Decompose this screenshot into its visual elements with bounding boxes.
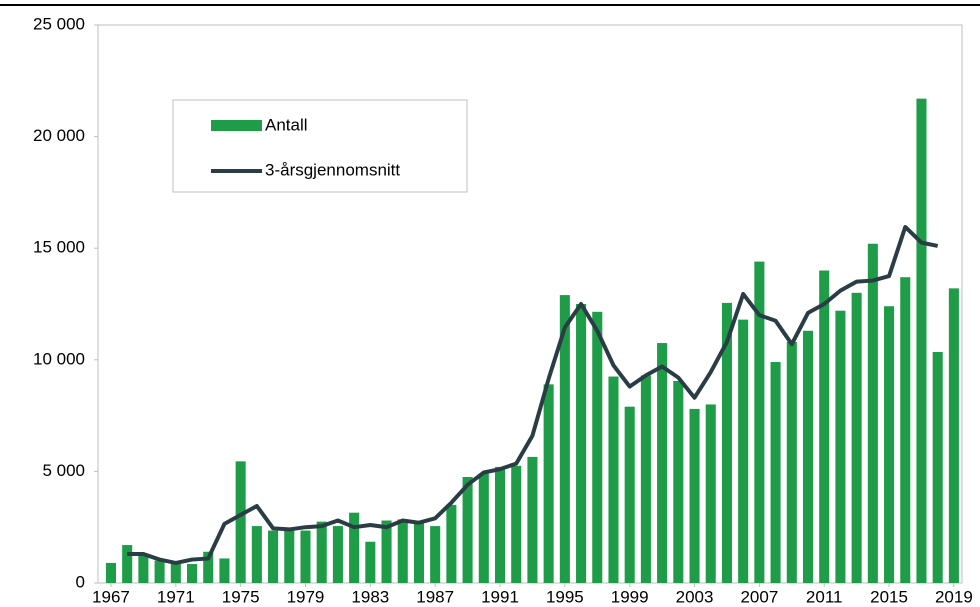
bar xyxy=(478,473,489,583)
x-tick-label: 1995 xyxy=(546,587,584,606)
bar xyxy=(494,466,506,583)
bar xyxy=(802,330,814,583)
bar xyxy=(867,243,878,583)
bar xyxy=(316,521,327,583)
bar xyxy=(251,526,262,583)
bar xyxy=(268,530,279,583)
x-tick-label: 1991 xyxy=(481,587,519,606)
bar xyxy=(932,351,943,583)
y-tick-label: 10 000 xyxy=(33,349,85,368)
bar xyxy=(640,375,651,583)
bar xyxy=(154,560,165,583)
y-tick-label: 5 000 xyxy=(42,461,85,480)
x-tick-label: 2007 xyxy=(740,587,778,606)
bar xyxy=(786,341,797,583)
legend xyxy=(172,99,468,193)
bar xyxy=(948,288,959,583)
bar xyxy=(397,519,408,583)
bar xyxy=(721,302,732,583)
x-tick-label: 1967 xyxy=(92,587,130,606)
bar xyxy=(511,465,522,583)
x-tick-label: 2015 xyxy=(870,587,908,606)
bar xyxy=(916,98,927,583)
x-tick-label: 1979 xyxy=(287,587,325,606)
x-tick-label: 1971 xyxy=(157,587,195,606)
bar xyxy=(835,310,846,583)
line xyxy=(127,224,939,565)
bar xyxy=(430,526,441,583)
x-tick-label: 2011 xyxy=(806,587,843,606)
y-tick-label: 20 000 xyxy=(33,126,85,145)
bar xyxy=(851,292,862,583)
x-tick-label: 1983 xyxy=(351,587,389,606)
bar xyxy=(235,461,246,583)
bar xyxy=(705,404,716,583)
bar xyxy=(446,504,457,583)
bar xyxy=(624,406,635,583)
x-tick-label: 1987 xyxy=(416,587,454,606)
bar xyxy=(884,306,895,583)
bar xyxy=(819,270,830,583)
y-tick-label: 0 xyxy=(76,572,85,591)
bar xyxy=(754,261,765,583)
bar xyxy=(770,362,781,583)
bar xyxy=(300,530,311,583)
bar xyxy=(592,311,603,583)
y-tick-label: 15 000 xyxy=(33,238,85,257)
x-tick-label: 1999 xyxy=(611,587,649,606)
x-tick-label: 2019 xyxy=(935,587,973,606)
bar xyxy=(138,553,149,583)
bar xyxy=(738,319,749,583)
bar xyxy=(543,384,554,583)
bar xyxy=(219,558,230,583)
legend-label: 3-årsgjennomsnitt xyxy=(265,160,400,179)
legend-swatch xyxy=(211,120,262,131)
x-tick-label: 1975 xyxy=(222,587,260,606)
bar xyxy=(576,304,587,583)
bar xyxy=(673,381,684,583)
bar xyxy=(170,562,181,583)
y-tick-label: 25 000 xyxy=(33,14,85,33)
bar xyxy=(657,343,668,583)
bar xyxy=(349,512,360,583)
legend-label: Antall xyxy=(265,115,308,134)
x-tick-label: 2003 xyxy=(676,587,714,606)
bar xyxy=(559,295,570,583)
bar xyxy=(365,541,376,583)
bar xyxy=(186,564,198,583)
bar xyxy=(203,551,214,583)
bar xyxy=(284,529,295,583)
bar xyxy=(900,277,911,583)
bar xyxy=(689,408,700,583)
bar xyxy=(527,456,538,583)
bar xyxy=(608,376,619,583)
bar xyxy=(381,520,392,583)
bar xyxy=(105,562,116,583)
bar xyxy=(122,545,133,583)
bar xyxy=(462,476,473,583)
bar xyxy=(413,522,424,583)
bar xyxy=(332,526,343,583)
